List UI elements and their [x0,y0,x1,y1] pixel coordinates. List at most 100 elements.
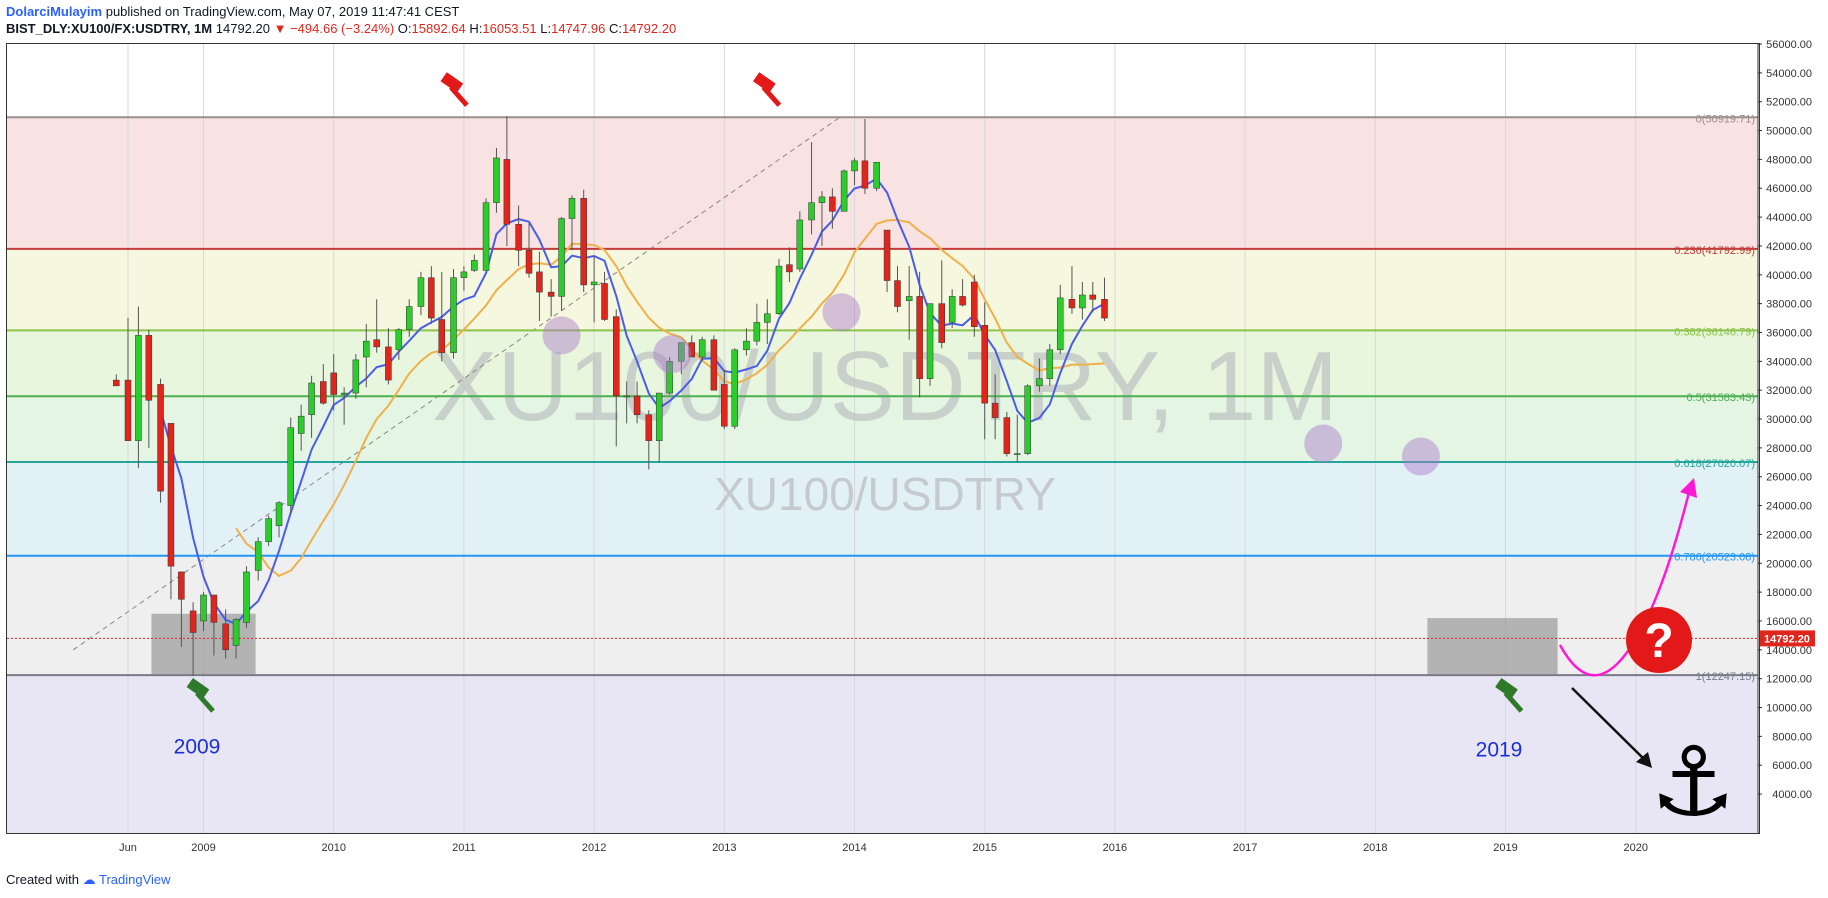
watermark-small: XU100/USDTRY [714,468,1056,520]
candle-body-89 [1079,294,1086,309]
y-tick-label-11: 34000.00 [1766,356,1812,368]
watermark-big: XU100/USDTRY, 1M [432,331,1338,441]
price-change: ▼ −494.66 (−3.24%) [273,21,395,36]
candle-body-38 [525,250,533,274]
y-tick-label-8: 40000.00 [1766,270,1812,282]
tradingview-logo-icon: ☁ [82,872,96,887]
candle-body-6 [178,571,185,600]
x-tick-label-12: 2020 [1623,842,1647,854]
candle-body-76 [938,303,945,343]
y-axis-bg [1758,44,1828,833]
candle-body-49 [645,414,653,441]
candle-body-9 [210,594,218,623]
open-value: 15892.64 [411,21,466,36]
candle-body-91 [1101,299,1108,319]
candle-body-67 [840,170,848,212]
candle-body-28 [417,277,425,307]
candle-body-32 [460,271,468,278]
candle-body-72 [894,280,901,307]
y-tick-label-14: 28000.00 [1766,443,1812,455]
candle-body-17 [297,415,305,434]
y-tick-label-4: 48000.00 [1766,154,1812,166]
candle-body-31 [450,277,457,353]
candle-body-14 [265,518,272,542]
candle-body-79 [971,281,978,327]
recovery-arrowhead [1680,478,1697,498]
tradingview-link[interactable]: TradingView [99,872,171,887]
y-tick-label-5: 46000.00 [1766,183,1812,195]
symbol-line: BIST_DLY:XU100/FX:USDTRY, 1M [6,21,213,36]
candle-body-27 [405,306,413,330]
author-link[interactable]: DolarciMulayim [6,4,103,19]
candle-body-43 [580,198,587,286]
candle-body-24 [373,339,380,348]
candle-body-80 [981,325,988,404]
anchor-icon: ⚓ [1650,726,1736,838]
candle-body-21 [340,392,348,395]
y-tick-label-20: 16000.00 [1766,616,1812,628]
candle-body-5 [167,423,175,567]
candle-body-0 [113,379,120,387]
fib-band-1 [7,248,1758,331]
candle-body-55 [710,339,718,391]
x-tick-label-2: 2010 [321,842,345,854]
highlight-circle-2 [822,293,861,332]
y-tick-label-21: 14000.00 [1766,645,1812,657]
x-tick-label-6: 2014 [842,842,866,854]
candle-body-33 [471,260,478,271]
last-price: 14792.20 [215,21,270,36]
ma-fast-line [159,177,1105,626]
candle-body-61 [775,265,783,314]
y-tick-label-10: 36000.00 [1766,327,1812,339]
candle-body-81 [991,402,999,418]
candle-body-4 [157,384,164,492]
fib-label-4: 0.618(27020.07) [1674,458,1755,470]
candle-body-75 [926,303,934,379]
gavel-head-2 [186,678,210,699]
candle-body-73 [905,296,913,301]
y-tick-label-0: 56000.00 [1766,39,1812,51]
candle-body-64 [808,202,815,221]
candle-body-23 [363,340,370,358]
candle-body-18 [308,382,315,415]
decline-arrow [1571,687,1649,764]
y-tick-label-6: 44000.00 [1766,212,1812,224]
y-tick-label-18: 20000.00 [1766,558,1812,570]
candle-body-60 [764,313,771,323]
x-tick-label-3: 2011 [452,842,476,854]
y-tick-label-2: 52000.00 [1766,97,1812,109]
candle-body-42 [568,198,576,219]
x-tick-label-5: 2013 [712,842,736,854]
candle-body-57 [731,349,738,427]
y-tick-label-16: 24000.00 [1766,501,1812,513]
price-tag [1760,630,1815,647]
created-with-text: Created with [6,872,79,887]
fib-label-3: 0.5(31583.43) [1687,392,1756,404]
candle-body-88 [1068,299,1076,309]
y-tick-label-7: 42000.00 [1766,241,1812,253]
highlight-circle-3 [1304,424,1343,463]
low-value: 14747.96 [551,21,606,36]
y-tick-label-17: 22000.00 [1766,529,1812,541]
candle-body-48 [633,395,641,415]
y-tick-label-9: 38000.00 [1766,299,1812,311]
close-label: C: [608,21,622,36]
open-label: O: [397,21,412,36]
candle-body-39 [536,271,543,293]
decline-arrowhead [1636,752,1652,768]
recovery-path [1558,487,1692,677]
y-tick-label-15: 26000.00 [1766,472,1812,484]
fib-label-2: 0.382(36146.79) [1674,326,1755,338]
candle-body-46 [613,316,620,397]
gavel-handle-0 [449,85,469,107]
x-tick-label-1: 2009 [191,842,215,854]
year-annotation-1: 2019 [1476,739,1523,762]
candle-body-11 [232,619,240,646]
candle-body-12 [243,571,250,623]
candle-body-54 [698,339,706,358]
gavel-head-3 [1495,678,1518,699]
candle-body-13 [254,541,262,571]
candle-body-41 [558,218,565,297]
footer: Created with ☁ TradingView [6,872,171,888]
